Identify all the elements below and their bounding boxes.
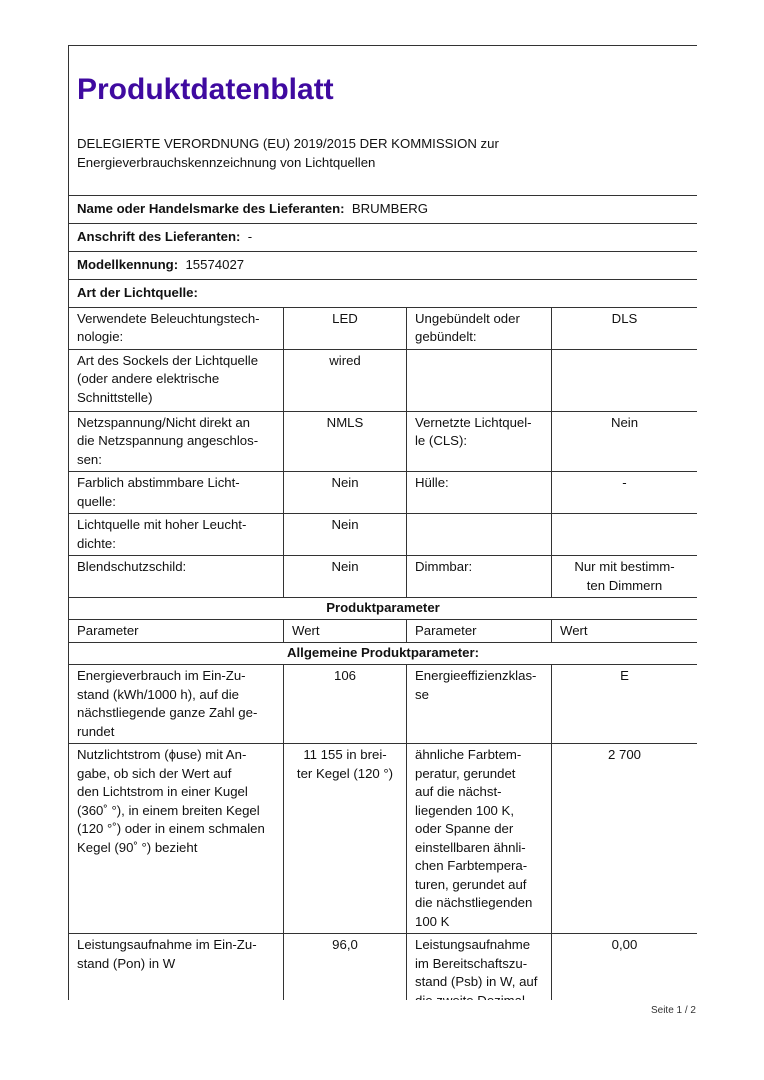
parameter-cell: Farblich abstimmbare Licht- quelle: <box>68 471 284 514</box>
parameter-cell: Lichtquelle mit hoher Leucht- dichte: <box>68 513 284 556</box>
table-row: Leistungsaufnahme im Ein-Zu- stand (Pon)… <box>68 933 697 1000</box>
table-row: Verwendete Beleuchtungstech- nologie: LED… <box>68 306 697 350</box>
value-cell: 2 700 <box>551 743 697 934</box>
table-row: Netzspannung/Nicht direkt an die Netzspa… <box>68 410 697 472</box>
value-cell: NMLS <box>283 410 407 472</box>
value-cell: Nur mit bestimm- ten Dimmern <box>551 555 697 598</box>
value-cell: Nein <box>283 471 407 514</box>
column-header: Wert <box>551 618 697 643</box>
value-cell: 11 155 in brei- ter Kegel (120 °) <box>283 743 407 934</box>
general-params-heading: Allgemeine Produktparameter: <box>68 642 697 665</box>
header-cell: Produktdatenblatt DELEGIERTE VERORDNUNG … <box>68 45 697 196</box>
regulation-subtitle: DELEGIERTE VERORDNUNG (EU) 2019/2015 DER… <box>77 136 499 170</box>
product-params-heading: Produktparameter <box>68 597 697 620</box>
type-heading-text: Art der Lichtquelle: <box>77 284 198 300</box>
parameter-cell: Energieverbrauch im Ein-Zu- stand (kWh/1… <box>68 664 284 744</box>
parameter-cell: Verwendete Beleuchtungstech- nologie: <box>68 306 284 350</box>
parameter-cell: Vernetzte Lichtquel- le (CLS): <box>406 410 552 472</box>
value-cell: - <box>551 471 697 514</box>
parameter-cell <box>406 348 552 412</box>
parameter-cell: Ungebündelt oder gebündelt: <box>406 306 552 350</box>
data-table: Produktdatenblatt DELEGIERTE VERORDNUNG … <box>68 45 697 1000</box>
table-row: Nutzlichtstrom (ϕuse) mit An- gabe, ob s… <box>68 743 697 934</box>
type-heading: Art der Lichtquelle: <box>68 278 697 308</box>
value-cell: E <box>551 664 697 744</box>
address-row: Anschrift des Lieferanten: - <box>68 222 697 252</box>
supplier-label: Name oder Handelsmarke des Lieferanten: <box>77 200 345 216</box>
supplier-row: Name oder Handelsmarke des Lieferanten: … <box>68 194 697 224</box>
model-value: 15574027 <box>185 256 245 272</box>
column-header: Parameter <box>406 618 552 643</box>
parameter-cell: Energieeffizienzklas- se <box>406 664 552 744</box>
value-cell: 106 <box>283 664 407 744</box>
table-row: Art des Sockels der Lichtquelle (oder an… <box>68 348 697 412</box>
value-cell: Nein <box>283 513 407 556</box>
table-row: Lichtquelle mit hoher Leucht- dichte: Nei… <box>68 513 697 556</box>
parameter-cell <box>406 513 552 556</box>
parameter-cell: Leistungsaufnahme im Bereitschaftszu- st… <box>406 933 552 1000</box>
product-data-sheet: Produktdatenblatt DELEGIERTE VERORDNUNG … <box>68 45 697 1000</box>
value-cell: DLS <box>551 306 697 350</box>
parameter-cell: Dimmbar: <box>406 555 552 598</box>
column-header: Parameter <box>68 618 284 643</box>
value-cell: 0,00 <box>551 933 697 1000</box>
table-row: Energieverbrauch im Ein-Zu- stand (kWh/1… <box>68 664 697 744</box>
model-row: Modellkennung: 15574027 <box>68 250 697 280</box>
address-label: Anschrift des Lieferanten: <box>77 228 241 244</box>
value-cell: LED <box>283 306 407 350</box>
parameter-cell: Nutzlichtstrom (ϕuse) mit An- gabe, ob s… <box>68 743 284 934</box>
table-row: Farblich abstimmbare Licht- quelle: Nein H… <box>68 471 697 514</box>
column-header: Wert <box>283 618 407 643</box>
value-cell <box>551 348 697 412</box>
page-number: Seite 1 / 2 <box>650 1005 696 1016</box>
supplier-value: BRUMBERG <box>351 200 429 216</box>
parameter-cell: Leistungsaufnahme im Ein-Zu- stand (Pon)… <box>68 933 284 1000</box>
parameter-cell: Blendschutzschild: <box>68 555 284 598</box>
table-row: Blendschutzschild: Nein Dimmbar: Nur mit be… <box>68 555 697 598</box>
value-cell: wired <box>283 348 407 412</box>
parameter-cell: ähnliche Farbtem- peratur, gerundet auf … <box>406 743 552 934</box>
parameter-cell: Netzspannung/Nicht direkt an die Netzspa… <box>68 410 284 472</box>
model-label: Modellkennung: <box>77 256 179 272</box>
value-cell: Nein <box>283 555 407 598</box>
address-value: - <box>247 228 253 244</box>
value-cell: 96,0 <box>283 933 407 1000</box>
page-title: Produktdatenblatt <box>77 72 334 106</box>
parameter-cell: Art des Sockels der Lichtquelle (oder an… <box>68 348 284 412</box>
value-cell: Nein <box>551 410 697 472</box>
value-cell <box>551 513 697 556</box>
parameter-cell: Hülle: <box>406 471 552 514</box>
